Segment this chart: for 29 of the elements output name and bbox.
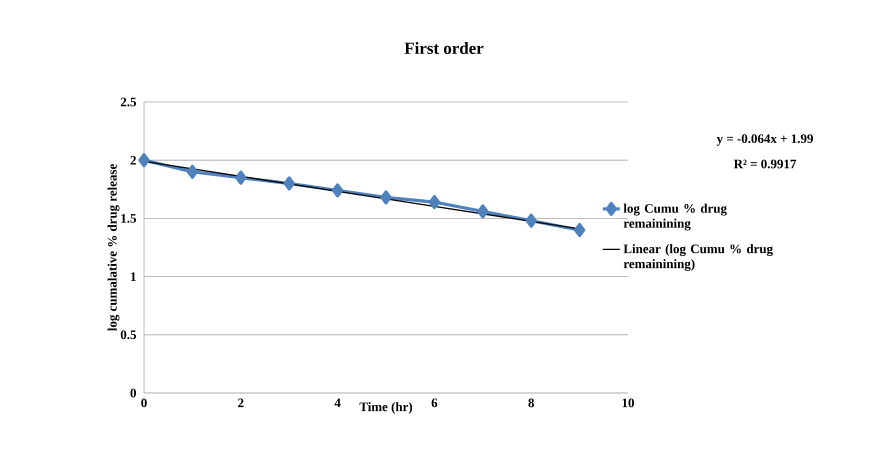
x-tick-label: 0 (141, 398, 147, 408)
point (526, 214, 537, 228)
point (138, 153, 150, 168)
y-tick-label: 2.5 (120, 98, 136, 106)
point (380, 190, 392, 205)
x-tick-label: 2 (238, 398, 244, 408)
text: y = -0.064x + 1.99 (716, 134, 813, 146)
y-tick-label: 0.5 (120, 330, 136, 340)
legend-label: Linear (log Cumu % drug remainining) (624, 244, 773, 271)
x-axis-title: Time (hr) (360, 402, 412, 414)
text: R² = 0.9917 (734, 160, 796, 168)
y-tick-label: 1.5 (121, 214, 136, 223)
y-tick-label: 2 (130, 156, 136, 164)
point (477, 204, 489, 218)
y-tick-label: 0 (130, 388, 136, 398)
x-tick-label: 6 (432, 398, 438, 408)
x-tick-label: 10 (622, 398, 634, 408)
point (284, 176, 295, 191)
y-axis-title: log cumalative % drug release (108, 164, 120, 331)
legend-label: log Cumu % drug remainining (624, 204, 727, 230)
point (235, 170, 247, 185)
point (186, 164, 198, 179)
point (574, 222, 586, 238)
y-tick-label: 1 (131, 272, 136, 281)
chart-title: First order (404, 42, 484, 54)
x-tick-label: 8 (528, 398, 534, 408)
point (428, 195, 440, 210)
point (332, 183, 344, 198)
x-tick-label: 4 (334, 398, 341, 408)
